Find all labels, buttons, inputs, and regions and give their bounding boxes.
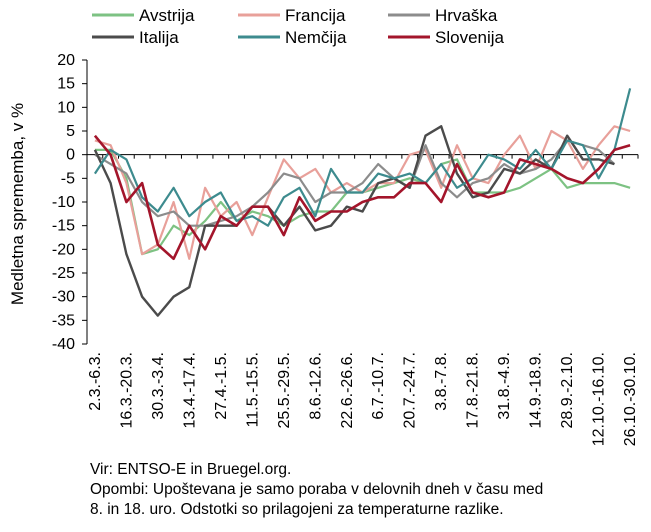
legend-label: Nemčija [285, 28, 347, 47]
y-tick-label: -25 [52, 265, 75, 282]
x-tick-label: 8.6.-12.6. [307, 352, 324, 420]
y-tick-label: -15 [52, 218, 75, 235]
x-tick-label: 28.9.-2.10. [559, 352, 576, 429]
x-tick-label: 27.4.-1.5. [213, 352, 230, 420]
y-tick-label: 5 [66, 123, 75, 140]
x-tick-label: 30.3.-3.4. [150, 352, 167, 420]
x-tick-label: 22.6.-26.6. [339, 352, 356, 429]
x-axis: 2.3.-6.3. 16.3.-20.3. 30.3.-3.4. 13.4.-17.4… [86, 154, 639, 446]
y-tick-label: -40 [52, 336, 75, 353]
x-tick-label: 6.7.-10.7. [370, 352, 387, 420]
x-tick-label: 17.8.-21.8. [465, 352, 482, 429]
legend-label: Slovenija [435, 28, 505, 47]
y-tick-label: -5 [61, 170, 75, 187]
legend-label: Francija [285, 6, 346, 25]
x-tick-label: 31.8.-4.9. [496, 352, 513, 420]
legend-label: Avstrija [139, 6, 195, 25]
x-tick-label: 13.4.-17.4. [181, 352, 198, 429]
x-tick-label: 16.3.-20.3. [118, 352, 135, 429]
y-axis: 20 15 10 5 0 -5 -10 -15 -20 -25 -30 -35 -40 [52, 52, 88, 353]
legend-label: Italija [139, 28, 179, 47]
y-axis-label: Medletna sprememba, v % [8, 103, 27, 305]
methodology-note-line-2: 8. in 18. uro. Odstotki so prilagojeni z… [90, 501, 504, 518]
x-tick-label: 12.10.-16.10. [591, 352, 608, 446]
legend: Avstrija Francija Hrvaška Italija Nemčija Slo… [92, 6, 505, 47]
series-line-slovenija [93, 134, 631, 261]
series-line-hrvaška [94, 139, 616, 227]
y-tick-label: -30 [52, 289, 75, 306]
methodology-note-line-1: Opombi: Upoštevana je samo poraba v delo… [90, 481, 544, 498]
y-tick-label: 10 [57, 99, 75, 116]
y-tick-label: 15 [57, 76, 75, 93]
chart-notes: Vir: ENTSO-E in Bruegel.org. Opombi: Upo… [90, 460, 650, 520]
series-lines [93, 88, 632, 317]
series-line-italija [93, 125, 615, 317]
x-tick-label: 14.9.-18.9. [528, 352, 545, 429]
source-note: Vir: ENTSO-E in Bruegel.org. [90, 461, 292, 478]
x-tick-label: 25.5.-29.5. [276, 352, 293, 429]
line-chart: Avstrija Francija Hrvaška Italija Nemčija Slo… [8, 6, 639, 446]
y-tick-label: 0 [66, 147, 75, 164]
x-tick-label: 2.3.-6.3. [87, 352, 104, 411]
y-tick-label: -20 [52, 241, 75, 258]
series-line-nemčija [93, 88, 632, 227]
x-tick-label: 3.8.-7.8. [433, 352, 450, 411]
y-tick-label: 20 [57, 52, 75, 69]
y-tick-label: -35 [52, 312, 75, 329]
x-tick-label: 11.5.-15.5. [244, 352, 261, 427]
x-tick-label: 26.10.-30.10. [622, 352, 639, 446]
y-tick-label: -10 [52, 194, 75, 211]
x-tick-label: 20.7.-24.7. [402, 352, 419, 429]
legend-label: Hrvaška [435, 6, 498, 25]
